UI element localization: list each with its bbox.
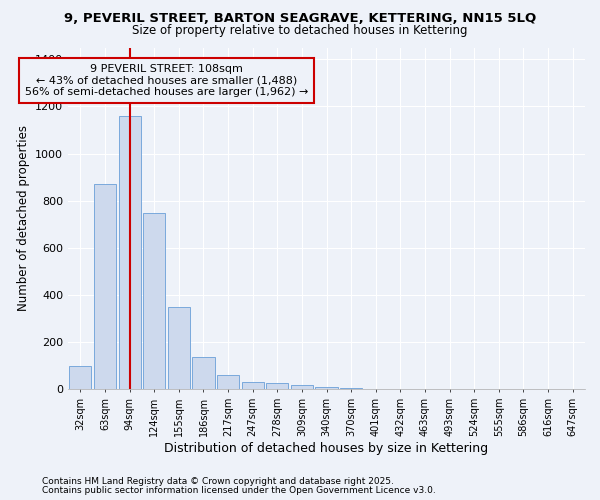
Bar <box>119 116 141 390</box>
Bar <box>242 382 264 390</box>
Y-axis label: Number of detached properties: Number of detached properties <box>17 126 29 312</box>
Text: Size of property relative to detached houses in Kettering: Size of property relative to detached ho… <box>132 24 468 37</box>
Bar <box>193 358 215 390</box>
Bar <box>291 384 313 390</box>
Bar <box>143 212 166 390</box>
Bar <box>70 366 91 390</box>
Bar <box>94 184 116 390</box>
Text: 9 PEVERIL STREET: 108sqm
← 43% of detached houses are smaller (1,488)
56% of sem: 9 PEVERIL STREET: 108sqm ← 43% of detach… <box>25 64 308 97</box>
Bar <box>365 388 387 390</box>
Text: 9, PEVERIL STREET, BARTON SEAGRAVE, KETTERING, NN15 5LQ: 9, PEVERIL STREET, BARTON SEAGRAVE, KETT… <box>64 12 536 26</box>
Bar <box>168 307 190 390</box>
Bar <box>217 375 239 390</box>
Bar <box>266 384 289 390</box>
Bar <box>316 387 338 390</box>
X-axis label: Distribution of detached houses by size in Kettering: Distribution of detached houses by size … <box>164 442 488 455</box>
Text: Contains HM Land Registry data © Crown copyright and database right 2025.: Contains HM Land Registry data © Crown c… <box>42 477 394 486</box>
Bar <box>340 388 362 390</box>
Text: Contains public sector information licensed under the Open Government Licence v3: Contains public sector information licen… <box>42 486 436 495</box>
